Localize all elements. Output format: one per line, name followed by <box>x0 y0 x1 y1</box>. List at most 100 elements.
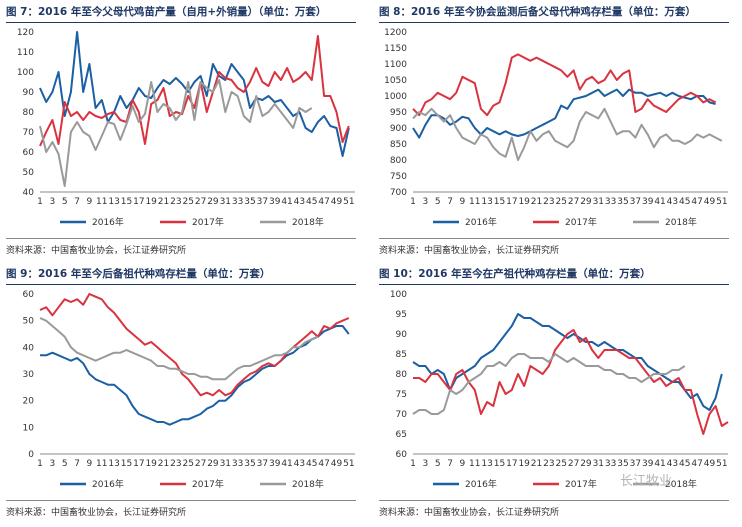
x-tick-label: 49 <box>704 197 716 207</box>
y-tick-label: 60 <box>396 450 408 460</box>
y-tick-label: 1000 <box>384 92 407 102</box>
chart-source: 资料来源：中国畜牧业协会，长江证券研究所 <box>6 500 356 518</box>
y-tick-label: 60 <box>23 290 35 300</box>
legend-label: 2018年 <box>292 478 324 490</box>
x-tick-label: 25 <box>556 197 567 207</box>
x-tick-label: 47 <box>318 459 329 469</box>
x-tick-label: 23 <box>543 197 554 207</box>
x-tick-label: 17 <box>506 459 517 469</box>
y-tick-label: 20 <box>23 397 35 407</box>
chart-panel-p9: 图 9：2016 年至今后备祖代种鸡存栏量（单位：万套） 0 10 20 30 40 50… <box>0 264 360 522</box>
chart-title: 图 10：2016 年至今在产祖代种鸡存栏量（单位：万套） <box>379 264 729 285</box>
x-tick-label: 29 <box>580 197 592 207</box>
y-tick-label: 80 <box>396 370 408 380</box>
x-tick-label: 41 <box>654 197 665 207</box>
y-tick-label: 1050 <box>384 76 407 86</box>
legend-label: 2016年 <box>465 478 497 490</box>
y-tick-label: 90 <box>396 330 408 340</box>
x-tick-label: 37 <box>630 197 641 207</box>
chart-panel-p10: 图 10：2016 年至今在产祖代种鸡存栏量（单位：万套） 60 65 70 75 80… <box>373 264 733 522</box>
x-tick-label: 1 <box>410 459 416 469</box>
legend-label: 2018年 <box>292 216 324 228</box>
series-line-2017年 <box>39 293 350 397</box>
x-tick-label: 31 <box>220 197 231 207</box>
y-tick-label: 100 <box>17 68 34 78</box>
x-tick-label: 41 <box>281 459 292 469</box>
x-tick-label: 11 <box>96 197 107 207</box>
x-tick-label: 51 <box>716 459 727 469</box>
x-tick-label: 13 <box>108 197 119 207</box>
x-tick-label: 7 <box>447 459 453 469</box>
x-tick-label: 47 <box>691 459 702 469</box>
x-tick-label: 11 <box>96 459 107 469</box>
x-tick-label: 49 <box>331 459 343 469</box>
x-tick-label: 23 <box>170 197 181 207</box>
x-tick-label: 3 <box>49 459 55 469</box>
y-tick-label: 10 <box>23 423 35 433</box>
x-tick-label: 35 <box>244 459 255 469</box>
y-tick-label: 75 <box>396 390 407 400</box>
x-tick-label: 21 <box>531 197 542 207</box>
x-tick-label: 35 <box>244 197 255 207</box>
chart-title: 图 8：2016 年至今协会监测后备父母代种鸡存栏量（单位：万套） <box>379 2 729 23</box>
y-tick-label: 65 <box>396 430 407 440</box>
x-tick-label: 3 <box>422 197 428 207</box>
x-tick-label: 45 <box>679 197 690 207</box>
x-tick-label: 17 <box>133 459 144 469</box>
x-tick-label: 15 <box>121 459 132 469</box>
x-tick-label: 21 <box>158 197 169 207</box>
x-tick-label: 25 <box>556 459 567 469</box>
x-tick-label: 33 <box>232 197 243 207</box>
legend-label: 2016年 <box>465 216 497 228</box>
x-tick-label: 47 <box>691 197 702 207</box>
legend-label: 2017年 <box>565 216 597 228</box>
series-line-2016年 <box>412 88 716 139</box>
x-tick-label: 1 <box>410 197 416 207</box>
chart-panel-p8: 图 8：2016 年至今协会监测后备父母代种鸡存栏量（单位：万套） 700 750… <box>373 2 733 260</box>
x-tick-label: 47 <box>318 197 329 207</box>
series-line-2017年 <box>412 53 717 117</box>
x-tick-label: 35 <box>617 197 628 207</box>
y-tick-label: 0 <box>28 450 34 460</box>
x-tick-label: 23 <box>170 459 181 469</box>
y-tick-label: 40 <box>23 343 35 353</box>
y-tick-label: 90 <box>23 88 35 98</box>
x-tick-label: 27 <box>195 459 206 469</box>
x-tick-label: 31 <box>220 459 231 469</box>
x-tick-label: 33 <box>232 459 243 469</box>
x-tick-label: 25 <box>183 197 194 207</box>
legend-label: 2017年 <box>192 478 224 490</box>
x-tick-label: 27 <box>568 459 579 469</box>
legend-label: 2016年 <box>92 216 124 228</box>
series-line-2016年 <box>39 31 350 157</box>
x-tick-label: 9 <box>87 459 93 469</box>
series-line-2018年 <box>412 353 686 415</box>
chart-source: 资料来源：中国畜牧业协会，长江证券研究所 <box>379 500 729 518</box>
x-tick-label: 1 <box>37 197 43 207</box>
y-tick-label: 50 <box>23 168 35 178</box>
x-tick-label: 43 <box>667 459 678 469</box>
x-tick-label: 43 <box>294 197 305 207</box>
legend-label: 2017年 <box>192 216 224 228</box>
x-tick-label: 35 <box>617 459 628 469</box>
x-tick-label: 51 <box>343 459 354 469</box>
x-tick-label: 37 <box>257 197 268 207</box>
x-tick-label: 11 <box>469 459 480 469</box>
x-tick-label: 19 <box>518 197 530 207</box>
x-tick-label: 41 <box>281 197 292 207</box>
x-tick-label: 15 <box>494 459 505 469</box>
legend-label: 2018年 <box>665 478 697 490</box>
x-tick-label: 5 <box>435 197 441 207</box>
x-tick-label: 17 <box>133 197 144 207</box>
y-tick-label: 850 <box>390 140 407 150</box>
x-tick-label: 13 <box>481 459 492 469</box>
y-tick-label: 70 <box>23 128 35 138</box>
x-tick-label: 5 <box>62 459 68 469</box>
series-line-2017年 <box>413 329 729 435</box>
x-tick-label: 13 <box>108 459 119 469</box>
x-tick-label: 5 <box>435 459 441 469</box>
series-line-2018年 <box>39 79 313 187</box>
x-tick-label: 19 <box>145 459 157 469</box>
series-line-2018年 <box>39 317 319 381</box>
